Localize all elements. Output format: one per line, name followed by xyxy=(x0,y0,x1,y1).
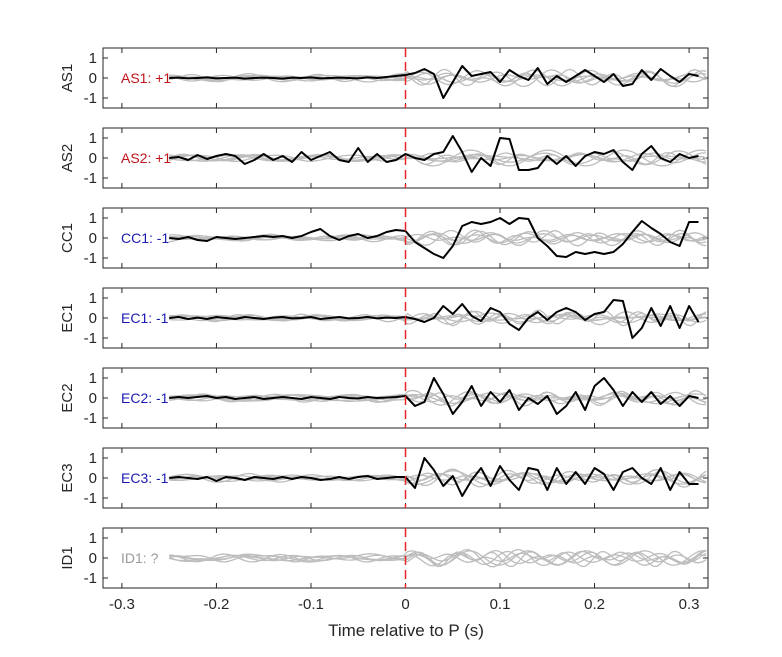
x-axis-label: Time relative to P (s) xyxy=(328,621,484,640)
background-trace xyxy=(169,230,707,246)
x-tick-label: 0 xyxy=(401,596,409,613)
panel-ylabel: EC2 xyxy=(59,383,76,412)
waveform-trace xyxy=(169,217,699,259)
y-tick-label: 1 xyxy=(89,50,97,67)
panel-cc1: -1 0 1 CC1 CC1: -1 xyxy=(59,207,709,269)
waveform-trace xyxy=(169,65,699,99)
panel-as2: -1 0 1 AS2 AS2: +1 xyxy=(59,127,709,189)
y-tick-label: 0 xyxy=(89,230,97,247)
y-tick-label: -1 xyxy=(84,250,97,267)
y-tick-label: -1 xyxy=(84,170,97,187)
panel-as1: -1 0 1 AS1 AS1: +1 xyxy=(59,47,709,109)
polarity-annotation: AS1: +1 xyxy=(121,70,171,86)
x-tick-label: 0.2 xyxy=(584,596,605,613)
y-tick-label: 1 xyxy=(89,450,97,467)
x-axis: -0.3 -0.2 -0.1 0 0.1 0.2 0.3 xyxy=(109,596,700,613)
y-tick-label: 0 xyxy=(89,470,97,487)
x-tick-label: 0.1 xyxy=(490,596,511,613)
background-trace xyxy=(169,550,707,566)
background-trace xyxy=(169,312,707,324)
polarity-annotation: AS2: +1 xyxy=(121,150,171,166)
panel-ylabel: AS2 xyxy=(59,144,76,172)
y-tick-label: -1 xyxy=(84,90,97,107)
y-tick-label: -1 xyxy=(84,410,97,427)
y-tick-label: 0 xyxy=(89,150,97,167)
y-tick-label: -1 xyxy=(84,570,97,587)
background-traces xyxy=(169,548,707,568)
polarity-annotation: ID1: ? xyxy=(121,550,159,566)
waveform-trace xyxy=(169,299,700,339)
panel-id1: -1 0 1 ID1 ID1: ? xyxy=(59,527,709,589)
polarity-annotation: EC3: -1 xyxy=(121,470,169,486)
y-tick-label: 0 xyxy=(89,550,97,567)
waveform-trace xyxy=(169,457,699,497)
panel-ylabel: AS1 xyxy=(59,64,76,92)
chart-panels: -1 0 1 AS1 AS1: +1 -1 0 1 AS2 AS2: +1 -1 0 1 CC1 CC1: … xyxy=(59,47,709,589)
background-trace xyxy=(169,153,707,163)
panel-ylabel: EC3 xyxy=(59,463,76,492)
y-tick-label: -1 xyxy=(84,330,97,347)
y-tick-label: -1 xyxy=(84,490,97,507)
panel-ec3: -1 0 1 EC3 EC3: -1 xyxy=(59,447,709,509)
x-tick-label: 0.3 xyxy=(679,596,700,613)
y-tick-label: 1 xyxy=(89,290,97,307)
panel-ylabel: EC1 xyxy=(59,303,76,332)
polarity-annotation: EC1: -1 xyxy=(121,310,169,326)
y-tick-label: 0 xyxy=(89,310,97,327)
polarity-annotation: EC2: -1 xyxy=(121,390,169,406)
y-tick-label: 1 xyxy=(89,130,97,147)
background-trace xyxy=(169,550,707,566)
background-trace xyxy=(169,391,707,405)
y-tick-label: 1 xyxy=(89,530,97,547)
background-trace xyxy=(169,151,707,166)
background-trace xyxy=(169,69,707,87)
x-tick-label: -0.3 xyxy=(109,596,135,613)
background-trace xyxy=(169,468,707,488)
y-tick-label: 0 xyxy=(89,70,97,87)
panel-ylabel: CC1 xyxy=(59,223,76,253)
panel-ec1: -1 0 1 EC1 EC1: -1 xyxy=(59,287,709,349)
waveform-trace xyxy=(169,135,699,173)
x-tick-label: -0.2 xyxy=(204,596,230,613)
y-tick-label: 1 xyxy=(89,370,97,387)
background-trace xyxy=(169,550,707,568)
background-trace xyxy=(169,312,707,324)
x-tick-label: -0.1 xyxy=(298,596,324,613)
y-tick-label: 1 xyxy=(89,210,97,227)
panel-ec2: -1 0 1 EC2 EC2: -1 xyxy=(59,367,709,429)
y-tick-label: 0 xyxy=(89,390,97,407)
panel-ylabel: ID1 xyxy=(59,546,76,569)
polarity-annotation: CC1: -1 xyxy=(121,230,169,246)
waveform-trace xyxy=(169,377,699,415)
